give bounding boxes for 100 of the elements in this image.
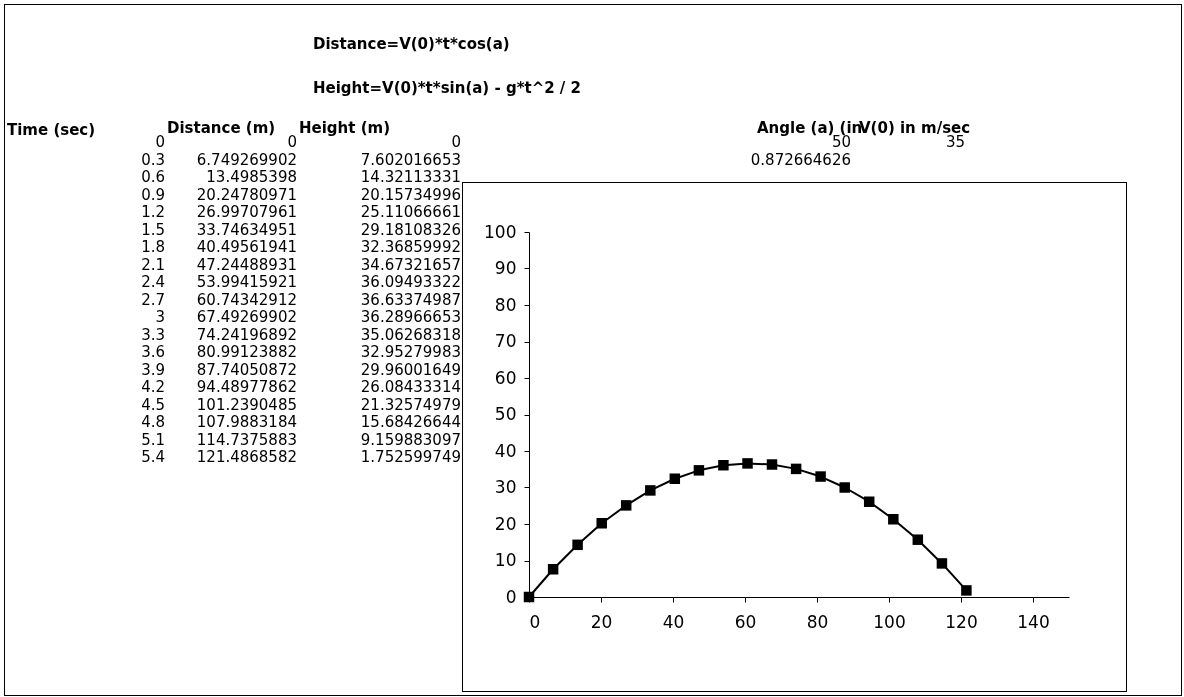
point — [790, 463, 802, 475]
text: Time (sec) — [7, 121, 96, 139]
text: 74.24196892 — [195, 325, 297, 344]
point — [863, 496, 875, 507]
text: 13.4985398 — [205, 168, 297, 186]
x-tick-label: 120 — [945, 611, 978, 632]
text: Height (m) — [299, 119, 391, 137]
text: 33.74634951 — [195, 220, 297, 239]
text: 53.99415921 — [195, 273, 297, 291]
text: 21.32574979 — [359, 395, 461, 414]
point — [547, 564, 559, 575]
x-tick-label: 60 — [734, 611, 757, 632]
text: 107.9883184 — [195, 413, 297, 431]
text: 94.48977862 — [195, 378, 297, 396]
point — [718, 459, 729, 471]
text: 20.15734996 — [359, 185, 461, 204]
y-tick-label: 0 — [505, 586, 517, 607]
y-tick-label: 60 — [494, 367, 517, 388]
x-tick-label: 0 — [529, 611, 541, 632]
text: 36.09493322 — [359, 273, 461, 291]
text: 3 — [154, 308, 165, 326]
y-tick-label: 30 — [494, 477, 517, 497]
text: 36.28966653 — [359, 308, 461, 326]
text: 5.4 — [140, 448, 165, 466]
y-tick-label: 80 — [494, 294, 517, 315]
text: 3.9 — [140, 360, 165, 379]
point — [742, 458, 753, 469]
x-tick-label: 100 — [873, 611, 906, 632]
text: 0.872664626 — [749, 151, 851, 169]
point — [839, 482, 850, 493]
text: 101.2390485 — [195, 395, 297, 414]
text: 60.74342912 — [195, 290, 297, 309]
text: 87.74050872 — [195, 360, 297, 379]
y-tick-label: 40 — [494, 440, 517, 461]
text: 0 — [287, 133, 297, 151]
text: 1.8 — [140, 238, 165, 256]
y-tick-label: 70 — [494, 331, 517, 351]
text: 40.49561941 — [195, 238, 297, 256]
text: 121.4868582 — [195, 448, 297, 466]
text: 0 — [155, 133, 165, 151]
text: 26.99707961 — [195, 203, 297, 221]
text: 15.68426644 — [359, 413, 461, 431]
x-tick-label: 40 — [662, 611, 685, 632]
text: 3.3 — [140, 325, 165, 344]
point — [523, 591, 535, 603]
x-tick-label: 140 — [1017, 611, 1050, 632]
text: Distance=V(0)*t*cos(a) — [313, 35, 510, 53]
text: Distance (m) — [167, 119, 276, 137]
text: 0.9 — [140, 185, 165, 204]
text: 2.7 — [140, 290, 165, 309]
text: 0.6 — [140, 168, 165, 186]
text: 0.3 — [140, 150, 165, 169]
text: 67.49269902 — [195, 308, 297, 326]
text: 6.749269902 — [195, 150, 297, 169]
text: 50 — [831, 133, 851, 151]
text: 1.752599749 — [359, 448, 461, 466]
point — [888, 514, 899, 525]
point — [766, 459, 778, 470]
text: 35 — [945, 133, 965, 151]
text: 36.63374987 — [359, 290, 461, 309]
text: 4.8 — [140, 413, 165, 431]
text: 29.18108326 — [359, 220, 461, 239]
text: 20.24780971 — [195, 185, 297, 204]
text: 114.7375883 — [195, 430, 297, 449]
text: 2.4 — [140, 273, 165, 291]
point — [572, 539, 583, 551]
text: 4.2 — [140, 378, 165, 396]
point — [645, 485, 656, 496]
y-tick-label: 50 — [494, 404, 517, 424]
text: 25.11066661 — [359, 203, 461, 221]
text: 80.99123882 — [195, 343, 297, 361]
y-tick-label: 20 — [494, 513, 517, 534]
text: 47.24488931 — [195, 255, 297, 274]
point — [693, 465, 705, 476]
text: 5.1 — [140, 430, 165, 449]
y-tick-label: 10 — [494, 550, 517, 570]
text: 32.95279983 — [359, 343, 461, 361]
point — [912, 534, 924, 545]
point — [815, 471, 826, 482]
text: 34.67321657 — [359, 255, 461, 274]
text: 35.06268318 — [359, 325, 461, 344]
point — [669, 473, 681, 484]
text: 7.602016653 — [359, 150, 461, 169]
text: 4.5 — [140, 395, 165, 414]
text: Height=V(0)*t*sin(a) - g*t^2 / 2 — [313, 79, 582, 97]
text: 26.08433314 — [359, 378, 461, 396]
text: 2.1 — [140, 255, 165, 274]
x-tick-label: 20 — [590, 611, 613, 632]
text: 1.5 — [140, 220, 165, 239]
y-tick-label: 100 — [484, 221, 517, 242]
point — [961, 585, 972, 596]
text: 3.6 — [140, 343, 165, 361]
text: 1.2 — [140, 203, 165, 221]
point — [936, 558, 948, 569]
text: 0 — [451, 133, 461, 151]
point — [620, 500, 632, 511]
point — [596, 518, 607, 529]
text: 32.36859992 — [359, 238, 461, 256]
y-tick-label: 90 — [494, 258, 517, 278]
text: 29.96001649 — [359, 360, 461, 379]
